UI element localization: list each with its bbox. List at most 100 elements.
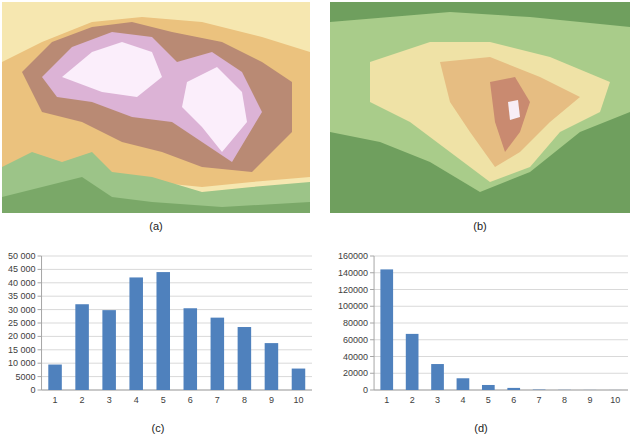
bar <box>265 343 279 390</box>
y-tick-label: 25 000 <box>8 318 36 328</box>
y-tick <box>370 323 374 324</box>
y-tick <box>38 390 42 391</box>
bar <box>156 272 170 390</box>
bar <box>211 318 225 390</box>
grid-line <box>42 269 312 270</box>
chart: 0500010 00015 00020 00025 00030 00035 00… <box>8 251 312 434</box>
y-tick-label: 10 000 <box>8 358 36 368</box>
x-tick-label: 4 <box>134 395 139 405</box>
y-axis <box>374 256 375 390</box>
y-tick <box>38 363 42 364</box>
y-tick-label: 60000 <box>343 335 368 345</box>
panel-label: (d) <box>474 422 487 434</box>
x-tick-label: 4 <box>460 395 465 405</box>
y-tick <box>370 256 374 257</box>
x-tick-label: 1 <box>53 395 58 405</box>
y-tick-label: 40 000 <box>8 278 36 288</box>
x-tick-label: 3 <box>435 395 440 405</box>
y-tick-label: 15 000 <box>8 345 36 355</box>
grid-line <box>42 296 312 297</box>
y-tick-label: 5000 <box>16 372 36 382</box>
bar <box>533 389 546 390</box>
elevation-zone <box>440 57 580 167</box>
bar <box>102 310 116 390</box>
bar <box>238 327 252 390</box>
elevation-zone <box>370 42 610 182</box>
bar <box>584 389 597 390</box>
panel-label: (a) <box>149 220 162 232</box>
grid-line <box>374 272 628 273</box>
x-tick-label: 6 <box>188 395 193 405</box>
x-tick-label: 8 <box>242 395 247 405</box>
y-tick <box>370 356 374 357</box>
elevation-zone <box>2 152 310 213</box>
y-tick-label: 35 000 <box>8 291 36 301</box>
bar <box>431 364 444 390</box>
elevation-zone <box>490 77 530 152</box>
elevation-zone <box>2 177 310 213</box>
elevation-zone <box>508 100 520 120</box>
bar <box>457 378 470 390</box>
y-tick <box>38 309 42 310</box>
y-tick-label: 0 <box>363 385 368 395</box>
x-tick-label: 2 <box>80 395 85 405</box>
bar <box>129 277 143 390</box>
bars <box>48 272 305 390</box>
x-tick-label: 9 <box>269 395 274 405</box>
y-tick <box>370 339 374 340</box>
elevation-zone <box>182 67 247 152</box>
x-tick-label: 2 <box>410 395 415 405</box>
bar <box>507 388 520 390</box>
y-tick <box>370 306 374 307</box>
y-tick-label: 120000 <box>338 285 368 295</box>
x-tick-label: 5 <box>161 395 166 405</box>
bar <box>380 269 393 390</box>
x-tick-label: 7 <box>215 395 220 405</box>
panel-label: (b) <box>473 220 486 232</box>
y-tick-label: 140000 <box>338 268 368 278</box>
y-tick <box>38 349 42 350</box>
x-tick-label: 10 <box>293 395 303 405</box>
y-tick <box>38 256 42 257</box>
bar <box>558 389 571 390</box>
panel-label: (c) <box>152 422 165 434</box>
y-tick <box>370 390 374 391</box>
bar <box>482 385 495 390</box>
chart: 0200004000060000800001000001200001400001… <box>338 251 628 434</box>
x-tick-label: 7 <box>537 395 542 405</box>
bar <box>406 334 419 390</box>
grid-line <box>374 256 628 257</box>
terrain-map <box>2 2 310 213</box>
y-tick <box>38 296 42 297</box>
elevation-zone <box>62 42 162 97</box>
y-tick-label: 30 000 <box>8 305 36 315</box>
y-tick-label: 100000 <box>338 301 368 311</box>
y-tick <box>38 269 42 270</box>
x-tick-label: 9 <box>587 395 592 405</box>
grid-line <box>374 306 628 307</box>
terrain-map <box>330 2 630 213</box>
y-tick <box>370 289 374 290</box>
y-tick-label: 50 000 <box>8 251 36 261</box>
elevation-zone <box>42 32 262 162</box>
x-tick-label: 3 <box>107 395 112 405</box>
y-tick-label: 160000 <box>338 251 368 261</box>
bar <box>292 369 306 390</box>
grid-line <box>42 256 312 257</box>
y-tick <box>38 376 42 377</box>
figure: (a)(b)0500010 00015 00020 00025 00030 00… <box>0 0 633 448</box>
bar <box>48 365 62 390</box>
grid-line <box>374 289 628 290</box>
map-ground <box>330 2 630 213</box>
elevation-zone <box>22 22 292 172</box>
x-tick-label: 5 <box>486 395 491 405</box>
bar <box>184 308 198 390</box>
bar <box>609 389 622 390</box>
y-tick <box>38 336 42 337</box>
elevation-zone <box>330 12 630 192</box>
bars <box>380 269 621 390</box>
map-ground <box>2 2 310 213</box>
y-axis <box>41 256 42 390</box>
grid-line <box>42 282 312 283</box>
x-tick-label: 8 <box>562 395 567 405</box>
